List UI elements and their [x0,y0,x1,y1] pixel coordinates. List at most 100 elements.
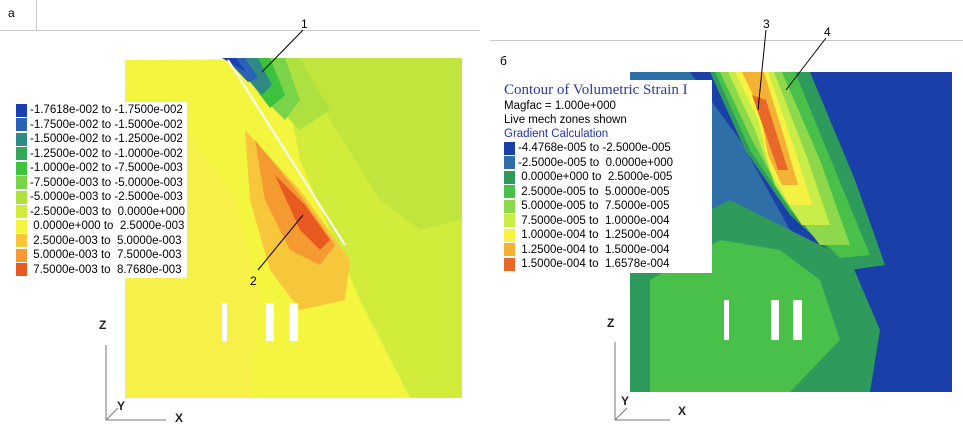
legend-range-label: -2.5000e-003 to 0.0000e+000 [30,205,186,218]
legend-range-label: -1.5000e-002 to -1.2500e-002 [30,133,183,145]
legend-entry: 1.5000e-004 to 1.6578e-004 [504,257,710,272]
panel-label: б [500,54,507,68]
right-panel: б 3 4 Z Y X Contour of Volumetric Strain… [490,0,963,430]
legend-range-label: 5.0000e-005 to 7.5000e-005 [518,200,670,212]
y-axis-label: Y [117,399,126,413]
z-axis-label: Z [607,316,615,330]
legend-entry: 2.5000e-003 to 5.0000e-003 [16,234,185,249]
legend-range-label: 5.0000e-003 to 7.5000e-003 [30,249,182,261]
legend-entry: -2.5000e-003 to 0.0000e+000 [16,205,185,220]
magfac-text: Magfac = 1.000e+000 [504,100,616,112]
legend-swatch [16,176,27,190]
legend-swatch [16,205,27,219]
callout-1: 1 [301,17,308,31]
contour-region [275,175,330,250]
legend-swatch [504,243,515,257]
legend-right-box: Contour of Volumetric Strain I Magfac = … [502,80,712,273]
callout-leader [757,29,767,111]
legend-entry: 5.0000e-005 to 7.5000e-005 [504,199,710,214]
legend-left: -1.7618e-002 to -1.7500e-002 -1.7500e-002… [14,102,188,278]
fault-line [227,59,346,246]
x-axis-label: X [678,404,687,418]
legend-range-label: -2.5000e-005 to 0.0000e+000 [518,156,674,169]
legend-swatch [504,199,515,213]
frame-divider [0,30,480,31]
legend-swatch [504,156,515,170]
plot-title: Contour of Volumetric Strain I [504,82,688,98]
y-axis-line [614,407,628,421]
legend-range-label: -1.7500e-002 to -1.5000e-002 [30,118,183,131]
frame-divider [36,0,37,30]
excavation-opening [266,303,274,341]
legend-range-label: 1.2500e-004 to 1.5000e-004 [518,243,670,256]
legend-range-label: 2.5000e-005 to 5.0000e-005 [518,185,670,198]
contour-region [300,58,462,230]
legend-swatch [504,214,515,228]
frame-divider [490,40,963,41]
legend-entry: -1.5000e-002 to -1.2500e-002 [16,132,185,147]
callout-2: 2 [250,274,257,288]
gradient-text: Gradient Calculation [504,128,609,140]
legend-entry: 0.0000e+000 to 2.5000e-005 [504,170,710,185]
legend-entry: 5.0000e-003 to 7.5000e-003 [16,248,185,263]
legend-swatch [16,118,27,132]
z-axis-label: Z [99,318,107,332]
legend-entry: -2.5000e-005 to 0.0000e+000 [504,156,710,171]
legend-swatch [16,248,27,262]
legend-swatch [504,185,515,199]
legend-swatch [504,228,515,242]
legend-entry: 0.0000e+000 to 2.5000e-003 [16,219,185,234]
callout-leader [261,29,304,73]
excavation-opening [222,303,227,341]
excavation-opening [724,300,729,340]
legend-range-label: 1.0000e-004 to 1.2500e-004 [518,229,670,241]
legend-entry: -1.2500e-002 to -1.0000e-002 [16,147,185,162]
callout-3: 3 [763,17,770,31]
legend-swatch [16,132,27,146]
legend-entry: -5.0000e-003 to -2.5000e-003 [16,190,185,205]
callout-leader [257,214,304,271]
legend-swatch [504,170,515,184]
legend-swatch [16,147,27,161]
legend-swatch [16,190,27,204]
callout-leader [785,37,827,91]
legend-swatch [16,234,27,248]
legend-swatch [16,103,27,117]
legend-swatch [504,141,515,155]
y-axis-line [105,407,119,421]
legend-entry: -4.4768e-005 to -2.5000e-005 [504,141,710,156]
legend-range-label: -1.0000e-002 to -7.5000e-003 [30,162,183,174]
legend-range-label: -7.5000e-003 to -5.0000e-003 [30,176,183,189]
legend-entry: -1.7500e-002 to -1.5000e-002 [16,118,185,133]
legend-right: -4.4768e-005 to -2.5000e-005 -2.5000e-005… [504,141,710,272]
legend-entry: -7.5000e-003 to -5.0000e-003 [16,176,185,191]
left-panel: a 1 2 Z Y X -1.7618e [0,0,480,430]
legend-range-label: 1.5000e-004 to 1.6578e-004 [518,258,670,270]
legend-entry: 7.5000e-003 to 8.7680e-003 [16,263,185,278]
x-axis-label: X [175,411,184,425]
contour-region [752,95,788,170]
legend-entry: 2.5000e-005 to 5.0000e-005 [504,185,710,200]
contour-region [650,240,840,392]
legend-entry: 1.0000e-004 to 1.2500e-004 [504,228,710,243]
y-axis-label: Y [621,394,630,408]
legend-entry: -1.0000e-002 to -7.5000e-003 [16,161,185,176]
legend-entry: 1.2500e-004 to 1.5000e-004 [504,243,710,258]
excavation-opening [289,303,298,341]
legend-range-label: 0.0000e+000 to 2.5000e-005 [518,171,673,183]
legend-entry: -1.7618e-002 to -1.7500e-002 [16,103,185,118]
legend-range-label: 2.5000e-003 to 5.0000e-003 [30,234,182,247]
legend-swatch [504,257,515,271]
zones-text: Live mech zones shown [504,114,627,126]
legend-swatch [16,161,27,175]
legend-swatch [16,263,27,277]
panel-label: a [8,6,15,20]
legend-range-label: -5.0000e-003 to -2.5000e-003 [30,191,183,203]
legend-range-label: -1.2500e-002 to -1.0000e-002 [30,147,183,160]
callout-4: 4 [824,25,831,39]
legend-swatch [16,219,27,233]
legend-range-label: 7.5000e-003 to 8.7680e-003 [30,263,182,276]
excavation-opening [793,300,802,340]
legend-range-label: 7.5000e-005 to 1.0000e-004 [518,214,670,227]
legend-range-label: -4.4768e-005 to -2.5000e-005 [518,142,671,154]
